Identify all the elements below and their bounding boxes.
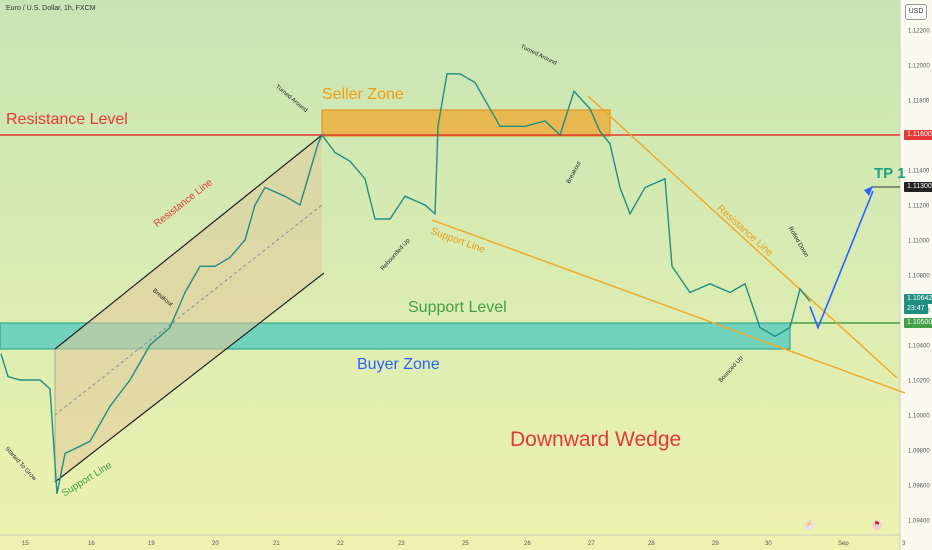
y-tick-label: 1.12200 xyxy=(908,29,930,35)
wedge-support-line xyxy=(431,219,906,394)
y-tick-label: 1.10400 xyxy=(908,344,930,350)
x-tick-label: 20 xyxy=(212,541,219,547)
y-tick-label: 1.09800 xyxy=(908,449,930,455)
channel-fill xyxy=(55,135,322,482)
lightning-icon[interactable]: ⚡ xyxy=(804,520,814,530)
x-tick-label: 23 xyxy=(398,541,405,547)
resistance-level-label: Resistance Level xyxy=(6,111,128,128)
x-tick-label: 26 xyxy=(524,541,531,547)
x-tick-label: 19 xyxy=(148,541,155,547)
us-flag-icon[interactable]: ⚑ xyxy=(872,520,882,530)
downward-wedge-label: Downward Wedge xyxy=(510,428,682,451)
projection-line xyxy=(809,190,874,330)
tp1-label: TP 1 xyxy=(874,165,906,182)
support-price-tag: 1.10500 xyxy=(904,318,932,328)
x-tick-label: 25 xyxy=(462,541,469,547)
x-tick-label: 30 xyxy=(765,541,772,547)
x-tick-label: 29 xyxy=(712,541,719,547)
y-tick-label: 1.12000 xyxy=(908,64,930,70)
x-tick-label: 3 xyxy=(902,541,906,547)
price-axis-bg xyxy=(900,0,932,550)
buyer-zone-label: Buyer Zone xyxy=(357,356,440,373)
current-price-tag: 1.10642 xyxy=(904,294,932,304)
x-tick-label: 22 xyxy=(337,541,344,547)
price-series-line xyxy=(0,73,811,494)
seller-zone-label: Seller Zone xyxy=(322,86,404,103)
resistance-price-tag: 1.11600 xyxy=(904,130,932,140)
y-tick-label: 1.10000 xyxy=(908,414,930,420)
support-level-label: Support Level xyxy=(408,299,507,316)
x-tick-label: 21 xyxy=(273,541,280,547)
y-tick-label: 1.11000 xyxy=(908,239,930,245)
channel-resistance-line xyxy=(54,134,323,350)
y-tick-label: 1.11400 xyxy=(908,169,930,175)
y-tick-label: 1.10200 xyxy=(908,379,930,385)
x-axis-ticks: 15 16 19 20 21 22 23 25 26 27 28 29 30 Sep 3 xyxy=(22,541,906,547)
target-price-tag: 1.11300 xyxy=(904,182,932,192)
x-tick-label: 15 xyxy=(22,541,29,547)
wedge-resistance-line xyxy=(587,95,898,379)
y-tick-label: 1.10800 xyxy=(908,274,930,280)
x-tick-label: 27 xyxy=(588,541,595,547)
currency-selector[interactable]: USD xyxy=(905,4,927,20)
x-tick-label: 16 xyxy=(88,541,95,547)
y-axis-ticks: 1.122001.120001.118001.116001.114001.112… xyxy=(908,29,930,525)
seller-zone-rect xyxy=(321,109,611,137)
countdown-tag: 23:47 xyxy=(904,304,928,314)
y-tick-label: 1.09400 xyxy=(908,519,930,525)
y-tick-label: 1.11200 xyxy=(908,204,930,210)
channel-support-line xyxy=(54,272,325,483)
y-tick-label: 1.09600 xyxy=(908,484,930,490)
x-tick-label: Sep xyxy=(838,541,849,547)
x-tick-label: 28 xyxy=(648,541,655,547)
y-tick-label: 1.11800 xyxy=(908,99,930,105)
projection-arrowhead xyxy=(864,186,873,196)
channel-mid-line xyxy=(54,204,323,416)
chart-title: Euro / U.S. Dollar, 1h, FXCM xyxy=(6,5,96,12)
